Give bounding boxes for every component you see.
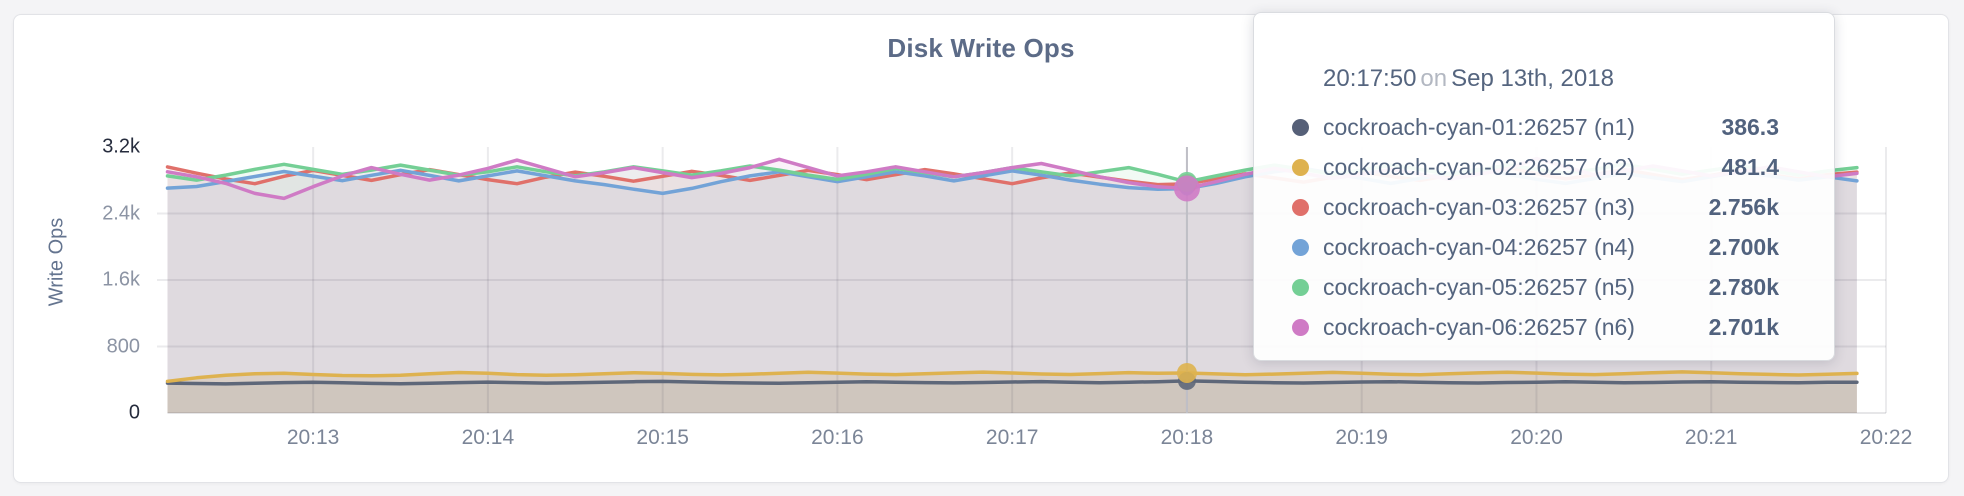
tooltip-row: cockroach-cyan-01:26257 (n1) 386.3 [1254,107,1834,147]
tooltip-series-value: 2.700k [1708,233,1779,260]
y-axis-tick-label: 0 [128,401,140,424]
hover-point-n6 [1173,175,1200,202]
x-axis-tick-label: 20:22 [1859,426,1913,449]
tooltip-row: cockroach-cyan-06:26257 (n6) 2.701k [1254,307,1834,347]
series-color-dot-icon [1292,198,1309,216]
tooltip-series-name: cockroach-cyan-06:26257 (n6) [1323,313,1635,340]
tooltip-series-name: cockroach-cyan-02:26257 (n2) [1323,153,1635,180]
hover-tooltip: 20:17:50 on Sep 13th, 2018 cockroach-cyan-… [1253,12,1835,361]
y-axis-tick-label: 800 [106,335,140,357]
tooltip-row: cockroach-cyan-05:26257 (n5) 2.780k [1254,267,1834,307]
series-color-dot-icon [1292,118,1309,136]
tooltip-row: cockroach-cyan-03:26257 (n3) 2.756k [1254,187,1834,227]
y-axis-tick-label: 2.4k [102,202,140,224]
tooltip-header: 20:17:50 on Sep 13th, 2018 [1323,65,1614,93]
x-axis-tick-label: 20:21 [1684,426,1738,449]
tooltip-series-name: cockroach-cyan-03:26257 (n3) [1323,193,1635,220]
hover-point-n2 [1176,362,1197,383]
x-axis-tick-label: 20:15 [636,426,689,449]
series-color-dot-icon [1292,238,1309,256]
tooltip-row: cockroach-cyan-02:26257 (n2) 481.4 [1254,147,1834,187]
tooltip-conjunction: on [1420,65,1448,92]
y-axis-tick-label: 3.2k [102,135,140,158]
series-line-n1 [165,379,1859,386]
x-axis-tick-label: 20:18 [1160,426,1214,449]
series-area-n1 [167,380,1857,413]
tooltip-rows: cockroach-cyan-01:26257 (n1) 386.3 cockroa… [1254,107,1834,347]
tooltip-series-value: 2.756k [1708,193,1779,220]
tooltip-series-value: 2.780k [1708,273,1779,300]
tooltip-series-name: cockroach-cyan-04:26257 (n4) [1323,233,1635,260]
x-axis-tick-label: 20:13 [286,426,340,449]
x-axis-tick-label: 20:19 [1335,426,1388,449]
x-axis-tick-label: 20:14 [461,426,515,449]
tooltip-series-value: 2.701k [1708,313,1779,340]
x-axis-tick-label: 20:16 [811,426,864,449]
x-axis-tick-label: 20:20 [1510,426,1563,449]
series-color-dot-icon [1292,318,1309,336]
series-color-dot-icon [1292,278,1309,296]
tooltip-series-value: 386.3 [1721,113,1779,140]
tooltip-row: cockroach-cyan-04:26257 (n4) 2.700k [1254,227,1834,267]
tooltip-time: 20:17:50 [1323,65,1417,92]
tooltip-series-name: cockroach-cyan-01:26257 (n1) [1323,113,1635,140]
series-color-dot-icon [1292,158,1309,176]
tooltip-series-name: cockroach-cyan-05:26257 (n5) [1323,273,1635,300]
tooltip-series-value: 481.4 [1721,153,1779,180]
series-line-n2 [165,370,1859,384]
y-axis-tick-label: 1.6k [102,268,140,291]
x-axis-tick-label: 20:17 [985,426,1039,449]
chart-title: Disk Write Ops [887,33,1075,63]
tooltip-date: Sep 13th, 2018 [1451,65,1614,92]
